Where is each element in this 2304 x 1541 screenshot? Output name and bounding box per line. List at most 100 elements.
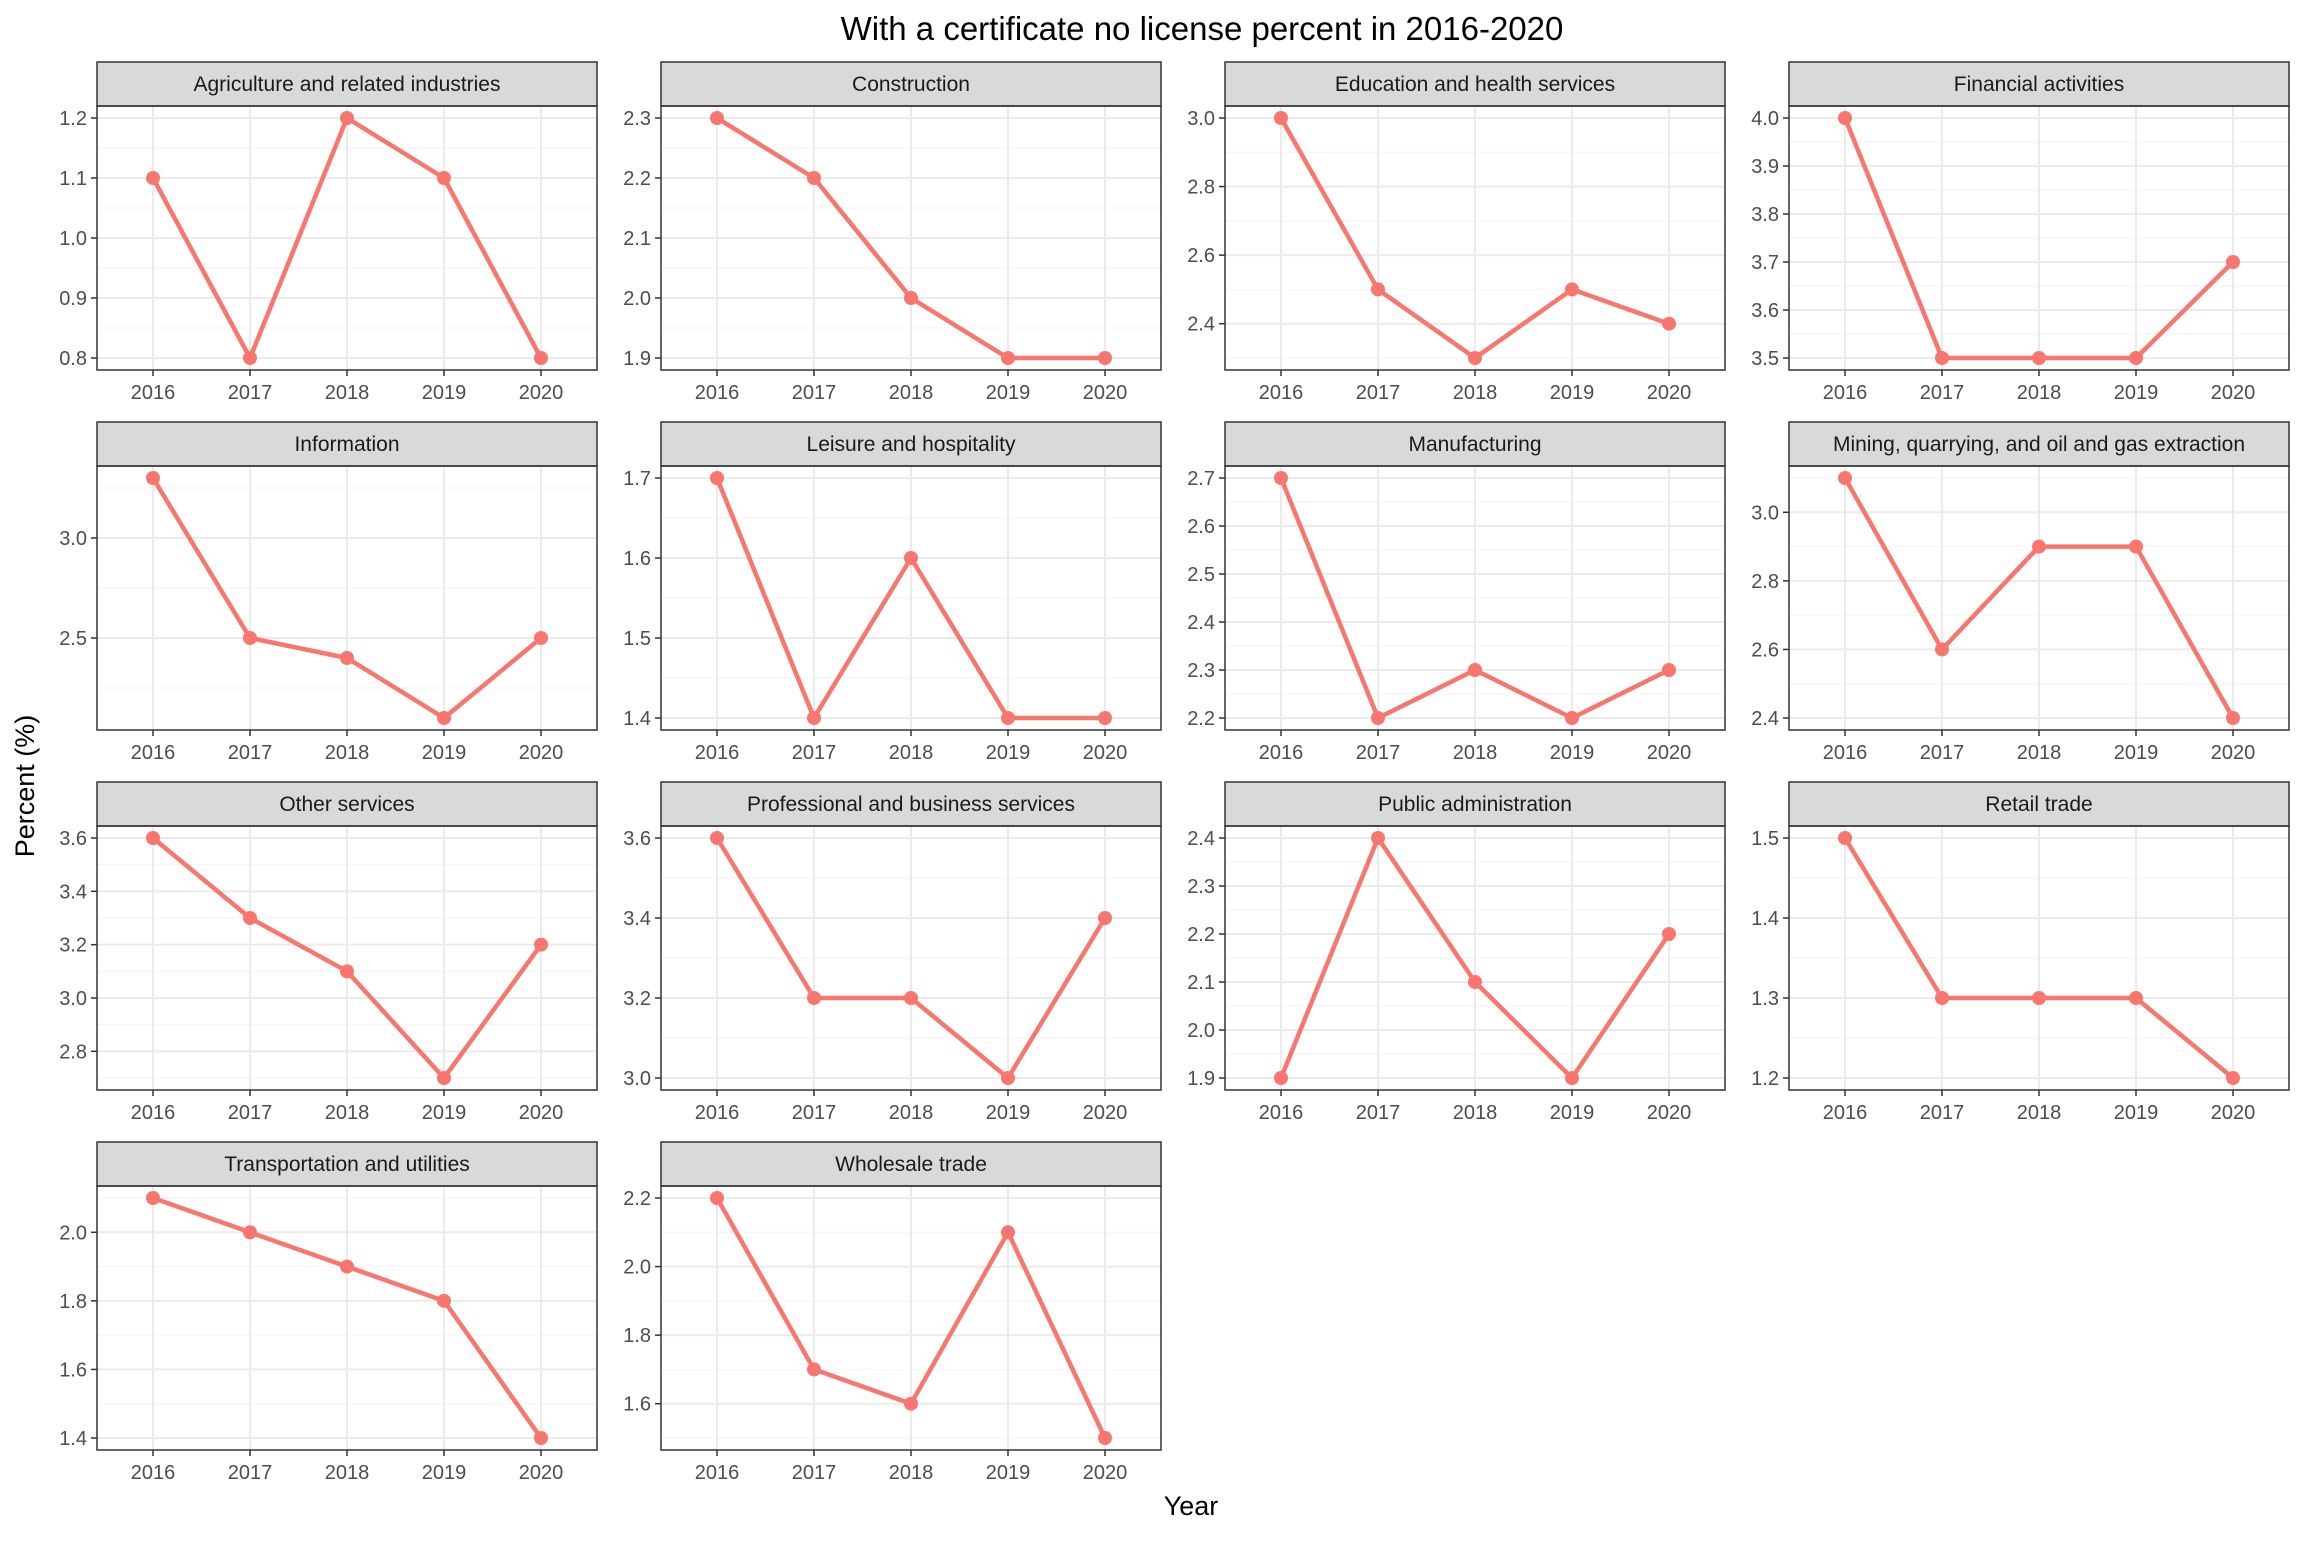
data-point: [146, 1191, 160, 1205]
y-tick-label: 1.8: [59, 1291, 87, 1313]
x-tick-label: 2019: [2114, 742, 2159, 764]
x-tick-label: 2017: [1356, 382, 1401, 404]
x-tick-label: 2018: [889, 1102, 934, 1124]
y-tick-label: 2.4: [1187, 314, 1215, 336]
x-tick-label: 2016: [131, 1462, 176, 1484]
x-tick-label: 2018: [325, 742, 370, 764]
x-tick-label: 2018: [2017, 1102, 2062, 1124]
y-tick-label: 2.4: [1187, 612, 1215, 634]
y-tick-label: 2.6: [1751, 639, 1779, 661]
x-tick-label: 2020: [1647, 742, 1692, 764]
x-tick-label: 2019: [1550, 742, 1595, 764]
x-tick-label: 2020: [1647, 1102, 1692, 1124]
data-point: [340, 651, 354, 665]
y-tick-label: 0.9: [59, 288, 87, 310]
y-tick-label: 1.7: [623, 468, 651, 490]
x-tick-label: 2020: [2211, 1102, 2256, 1124]
x-tick-label: 2017: [792, 1102, 837, 1124]
x-tick-label: 2016: [1823, 382, 1868, 404]
x-tick-label: 2017: [228, 382, 273, 404]
chart-title: With a certificate no license percent in…: [841, 10, 1564, 47]
facet-strip: [96, 61, 598, 107]
data-point: [2226, 1071, 2240, 1085]
data-point: [146, 831, 160, 845]
x-tick-label: 2020: [1083, 1102, 1128, 1124]
data-point: [1371, 711, 1385, 725]
y-tick-label: 2.8: [59, 1041, 87, 1063]
x-tick-label: 2018: [1453, 742, 1498, 764]
y-tick-label: 3.6: [1751, 300, 1779, 322]
data-point: [1838, 831, 1852, 845]
x-tick-label: 2018: [1453, 1102, 1498, 1124]
facet-strip: [660, 1141, 1162, 1187]
y-tick-label: 2.1: [1187, 972, 1215, 994]
x-tick-label: 2016: [695, 1462, 740, 1484]
y-tick-label: 1.5: [1751, 828, 1779, 850]
data-point: [1371, 831, 1385, 845]
x-tick-label: 2019: [1550, 382, 1595, 404]
y-tick-label: 1.0: [59, 228, 87, 250]
data-point: [904, 1396, 918, 1411]
data-point: [710, 471, 724, 485]
data-point: [1098, 351, 1112, 365]
data-point: [437, 711, 451, 725]
y-tick-label: 2.3: [1187, 876, 1215, 898]
facet-title: Leisure and hospitality: [807, 433, 1016, 456]
facet-title: Education and health services: [1335, 73, 1615, 96]
x-tick-label: 2017: [1920, 382, 1965, 404]
facet-title: Financial activities: [1954, 73, 2124, 96]
x-tick-label: 2020: [2211, 742, 2256, 764]
facet-panel: Education and health services 2.4 2.6 2.8 3.…: [1187, 61, 1726, 404]
x-tick-label: 2017: [792, 1462, 837, 1484]
facet-panel: Mining, quarrying, and oil and gas extra…: [1751, 421, 2290, 764]
facet-panel: Public administration 1.9 2.0 2.1 2.2 2.3 2.4 2…: [1187, 781, 1726, 1124]
y-tick-label: 2.4: [1751, 708, 1779, 730]
y-tick-label: 2.0: [623, 288, 651, 310]
y-tick-label: 2.2: [623, 168, 651, 190]
y-tick-label: 2.0: [1187, 1020, 1215, 1042]
x-axis-label: Year: [1164, 1491, 1219, 1521]
facet-title: Wholesale trade: [835, 1153, 987, 1176]
y-tick-label: 2.5: [1187, 564, 1215, 586]
x-tick-label: 2016: [1259, 742, 1304, 764]
y-tick-label: 1.6: [59, 1359, 87, 1381]
x-tick-label: 2017: [1920, 742, 1965, 764]
data-point: [243, 911, 257, 925]
data-point: [2129, 991, 2143, 1005]
y-tick-label: 2.3: [1187, 660, 1215, 682]
x-tick-label: 2016: [695, 382, 740, 404]
y-tick-label: 1.2: [59, 108, 87, 130]
y-tick-label: 3.2: [59, 935, 87, 957]
y-tick-label: 2.2: [1187, 708, 1215, 730]
data-point: [807, 1362, 821, 1377]
facet-panel: Information 2.5 3.0 2016 2017 2018 2019 2020: [59, 421, 598, 764]
data-point: [2226, 711, 2240, 725]
x-tick-label: 2016: [1259, 382, 1304, 404]
y-tick-label: 1.4: [623, 708, 651, 730]
facet-strip: [660, 781, 1162, 827]
data-point: [904, 991, 918, 1005]
x-tick-label: 2019: [1550, 1102, 1595, 1124]
data-point: [340, 964, 354, 979]
y-tick-label: 2.6: [1187, 516, 1215, 538]
data-point: [710, 831, 724, 845]
facet-title: Mining, quarrying, and oil and gas extra…: [1833, 433, 2245, 456]
x-tick-label: 2019: [986, 742, 1031, 764]
data-point: [904, 551, 918, 565]
y-tick-label: 2.2: [1187, 924, 1215, 946]
data-point: [1662, 927, 1676, 941]
y-tick-label: 1.9: [623, 348, 651, 370]
facet-panel: Manufacturing 2.2 2.3 2.4 2.5 2.6 2.7 2016 2017 2…: [1187, 421, 1726, 764]
x-tick-label: 2018: [1453, 382, 1498, 404]
data-point: [1565, 711, 1579, 725]
data-point: [534, 351, 548, 365]
data-point: [340, 1259, 354, 1274]
facet-strip: [96, 781, 598, 827]
data-point: [1098, 711, 1112, 725]
facet-title: Public administration: [1378, 793, 1572, 816]
x-tick-label: 2017: [792, 382, 837, 404]
y-tick-label: 3.0: [59, 988, 87, 1010]
x-tick-label: 2019: [422, 1102, 467, 1124]
y-tick-label: 3.0: [623, 1068, 651, 1090]
